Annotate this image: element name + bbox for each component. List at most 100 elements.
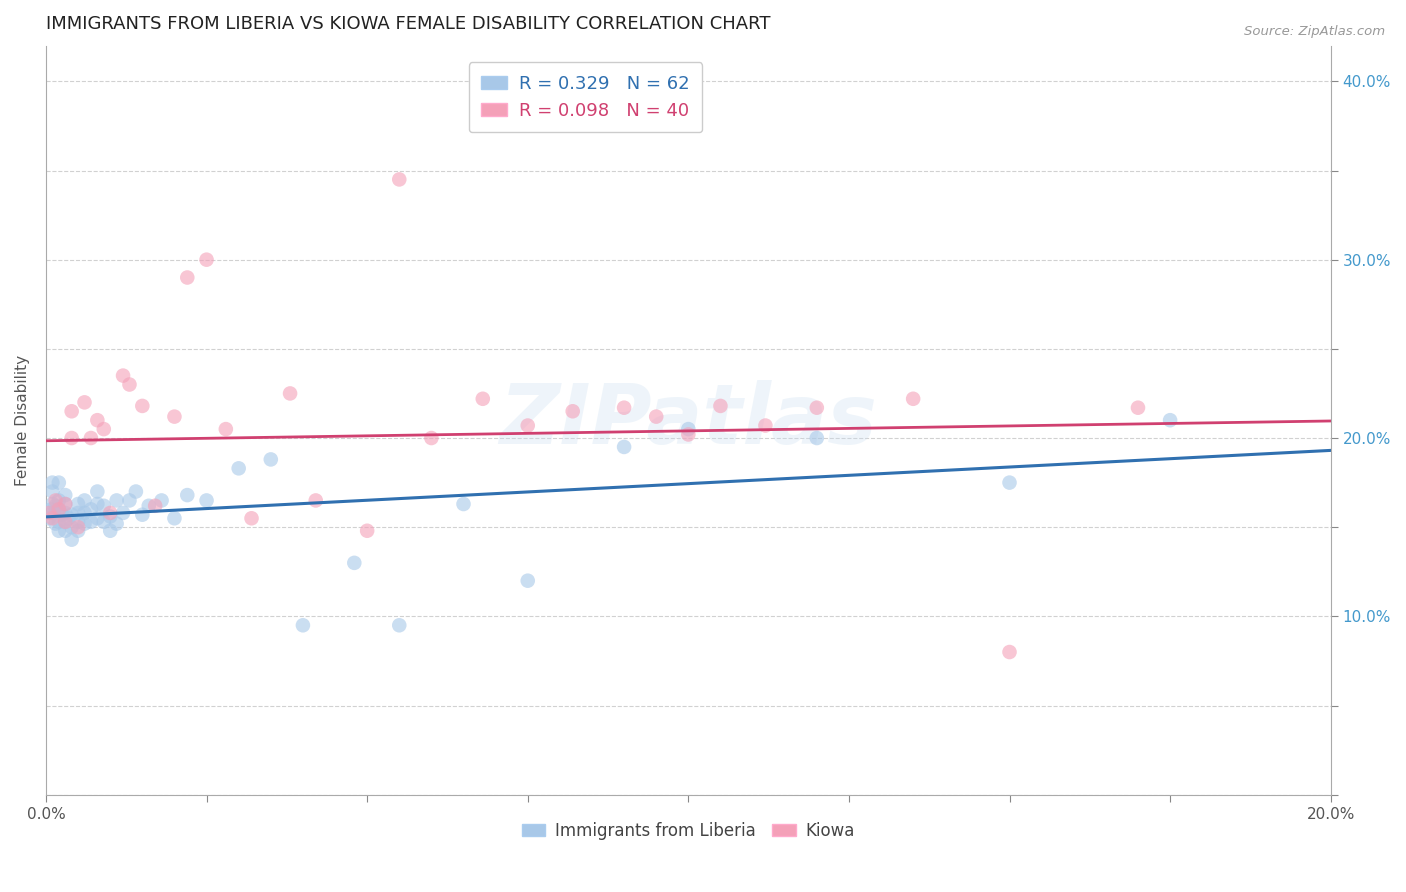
Point (561, 404, 583, 418)
Point (112, 368, 135, 383)
Point (53, 515, 76, 529)
Point (678, 427, 700, 442)
Point (356, 524, 378, 538)
Point (240, 511, 263, 525)
Point (131, 399, 153, 413)
Point (105, 493, 128, 508)
Point (41, 475, 63, 490)
Point (45, 499, 67, 513)
Point (195, 493, 218, 508)
Point (38, 506, 60, 520)
Point (471, 392, 494, 406)
Point (228, 461, 250, 475)
Point (709, 399, 731, 413)
Point (48, 515, 70, 529)
Point (93, 422, 115, 436)
Point (138, 499, 160, 513)
Point (98, 524, 121, 538)
Point (67, 520, 90, 534)
Point (48, 493, 70, 508)
Point (53, 524, 76, 538)
Point (901, 392, 924, 406)
Point (93, 499, 115, 513)
Point (516, 418, 538, 433)
Point (41, 484, 63, 499)
Point (131, 508, 153, 522)
Point (38, 511, 60, 525)
Point (98, 509, 121, 524)
Point (48, 524, 70, 538)
Point (60, 431, 83, 445)
Point (260, 452, 283, 467)
Point (118, 493, 141, 508)
Point (754, 418, 776, 433)
Point (80, 431, 103, 445)
Point (613, 401, 636, 415)
Point (806, 401, 828, 415)
Legend: Immigrants from Liberia, Kiowa: Immigrants from Liberia, Kiowa (515, 815, 862, 847)
Point (67, 506, 90, 520)
Point (93, 515, 115, 529)
Point (86, 413, 108, 427)
Point (645, 409, 668, 424)
Point (1159, 413, 1181, 427)
Point (305, 493, 328, 508)
Point (60, 508, 83, 522)
Point (150, 493, 173, 508)
Point (73, 506, 96, 520)
Point (48, 502, 70, 516)
Point (39, 502, 62, 516)
Y-axis label: Female Disability: Female Disability (15, 355, 30, 486)
Point (73, 516, 96, 531)
Point (80, 502, 103, 516)
Point (806, 431, 828, 445)
Point (41, 497, 63, 511)
Point (86, 497, 108, 511)
Point (112, 506, 135, 520)
Point (86, 511, 108, 525)
Point (125, 484, 148, 499)
Point (420, 431, 443, 445)
Point (60, 404, 83, 418)
Point (48, 475, 70, 490)
Point (343, 556, 366, 570)
Point (45, 516, 67, 531)
Point (163, 511, 186, 525)
Text: IMMIGRANTS FROM LIBERIA VS KIOWA FEMALE DISABILITY CORRELATION CHART: IMMIGRANTS FROM LIBERIA VS KIOWA FEMALE … (46, 15, 770, 33)
Point (118, 377, 141, 392)
Point (53, 506, 76, 520)
Point (613, 440, 636, 454)
Point (51, 508, 73, 522)
Point (998, 645, 1021, 659)
Point (388, 172, 411, 186)
Point (1126, 401, 1149, 415)
Point (67, 524, 90, 538)
Point (98, 506, 121, 520)
Point (45, 493, 67, 508)
Point (388, 618, 411, 632)
Point (453, 497, 475, 511)
Point (73, 493, 96, 508)
Point (195, 252, 218, 267)
Point (215, 422, 238, 436)
Point (58, 511, 80, 525)
Point (53, 488, 76, 502)
Point (176, 488, 198, 502)
Point (48, 502, 70, 516)
Point (278, 386, 301, 401)
Point (73, 395, 96, 409)
Point (80, 515, 103, 529)
Point (41, 511, 63, 525)
Point (678, 422, 700, 436)
Point (105, 516, 128, 531)
Point (53, 497, 76, 511)
Point (60, 533, 83, 547)
Point (176, 270, 198, 285)
Point (67, 497, 90, 511)
Point (143, 499, 166, 513)
Point (60, 520, 83, 534)
Point (53, 515, 76, 529)
Point (998, 475, 1021, 490)
Text: ZIPatlas: ZIPatlas (499, 380, 877, 460)
Point (86, 484, 108, 499)
